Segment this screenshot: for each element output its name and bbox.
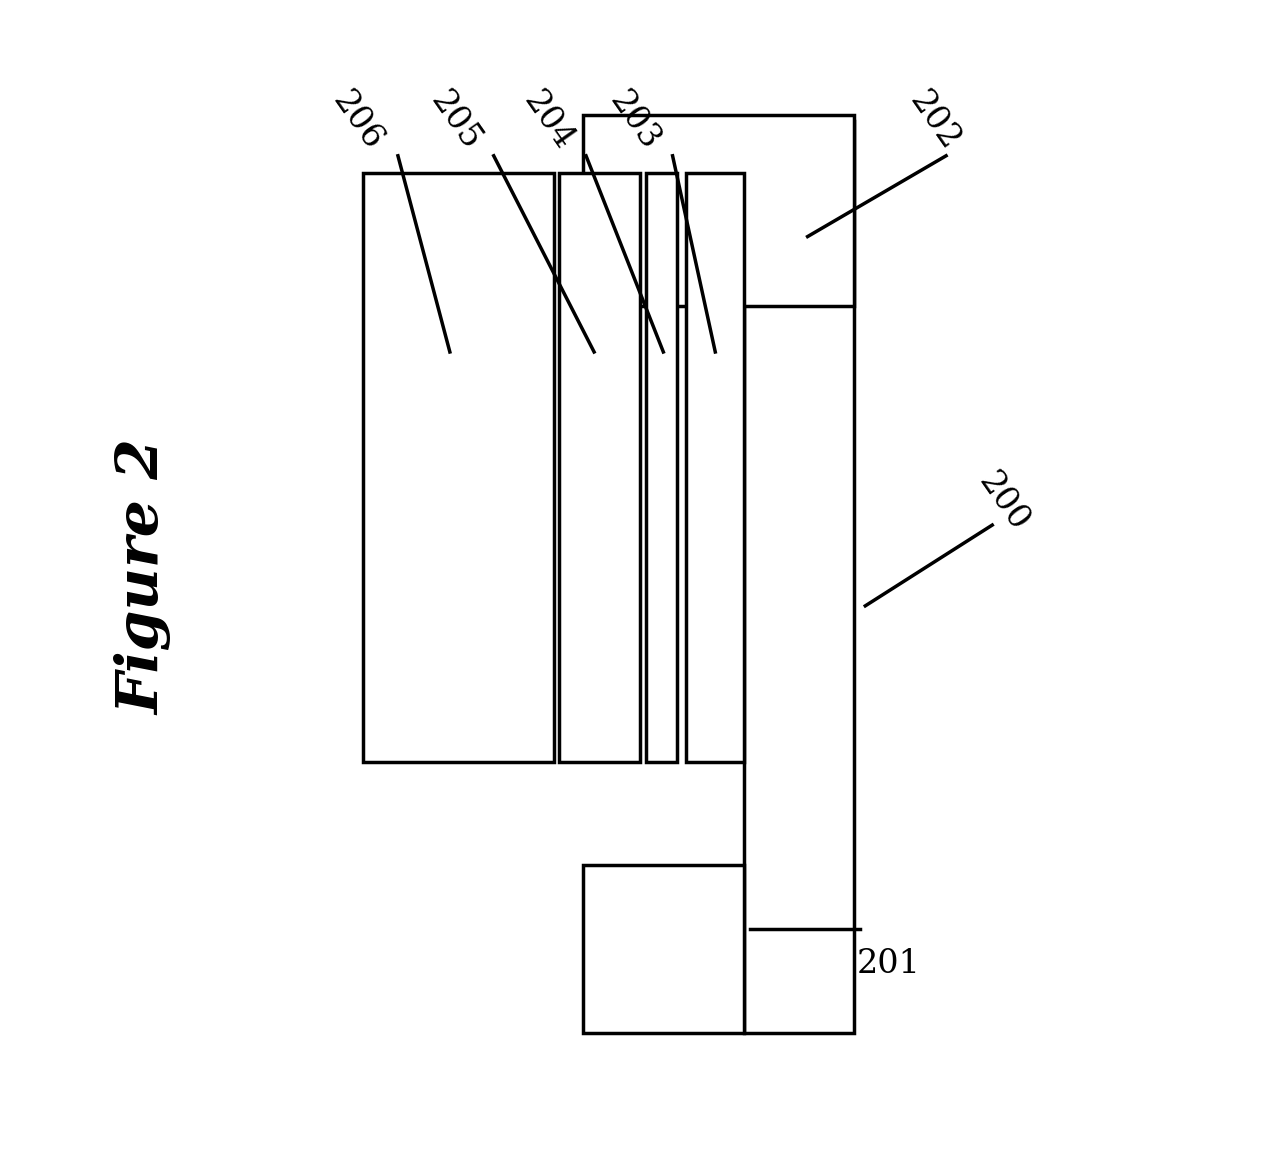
- Bar: [560, 173, 641, 762]
- Text: 202: 202: [904, 85, 966, 157]
- Bar: [582, 115, 854, 306]
- Bar: [744, 121, 854, 1033]
- Text: Figure 2: Figure 2: [115, 439, 173, 715]
- Text: 203: 203: [603, 85, 666, 157]
- Text: 201: 201: [857, 947, 920, 980]
- Text: 205: 205: [424, 85, 487, 157]
- Bar: [582, 866, 744, 1033]
- Text: 204: 204: [516, 85, 580, 157]
- Bar: [646, 173, 678, 762]
- Text: 206: 206: [326, 85, 390, 157]
- Bar: [363, 173, 553, 762]
- Text: 200: 200: [972, 466, 1036, 538]
- Bar: [687, 173, 744, 762]
